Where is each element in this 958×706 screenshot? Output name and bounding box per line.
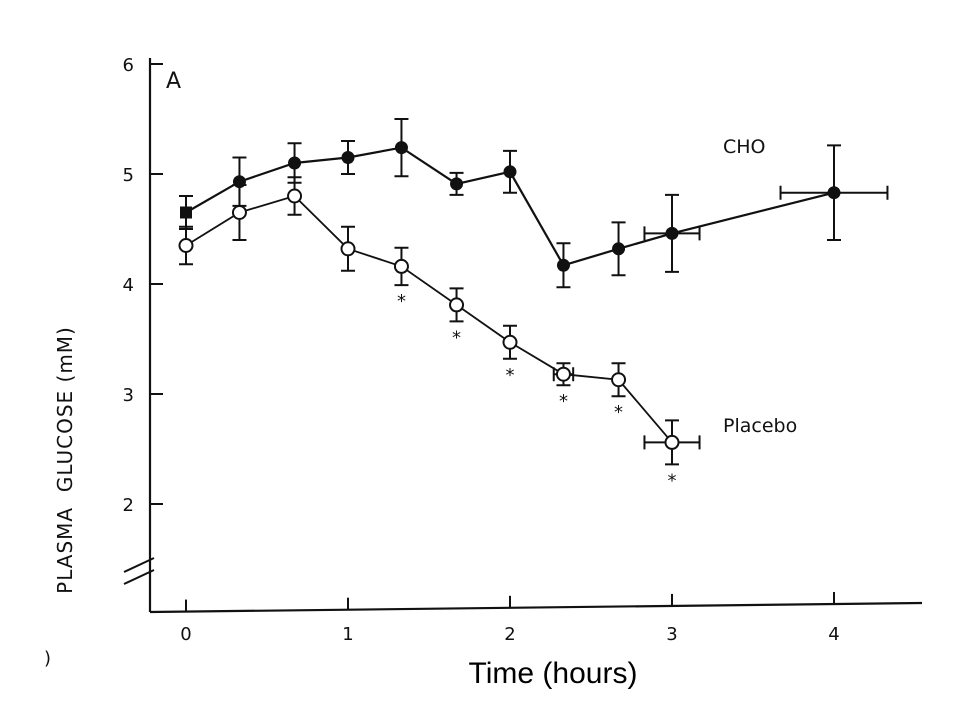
series-layer: * * * * * * bbox=[178, 118, 889, 491]
y-tick-label-6: 6 bbox=[123, 55, 134, 76]
series-cho bbox=[179, 118, 889, 289]
y-axis-title: PLASMA GLUCOSE (mM) bbox=[53, 326, 77, 594]
y-tick-label-2: 2 bbox=[123, 495, 134, 516]
x-tick-label-2: 2 bbox=[504, 624, 515, 645]
data-point-placebo bbox=[340, 241, 356, 257]
data-point-placebo bbox=[178, 238, 194, 253]
significance-star: * bbox=[397, 291, 406, 312]
x-tick-label-1: 1 bbox=[342, 624, 353, 645]
data-point-placebo bbox=[287, 188, 303, 204]
series-label-cho: CHO bbox=[723, 136, 766, 158]
data-point-placebo bbox=[231, 205, 247, 220]
panel-label: A bbox=[166, 69, 181, 94]
x-ticks: 0 1 2 3 4 bbox=[180, 592, 840, 645]
data-point-placebo bbox=[393, 258, 409, 274]
data-point-placebo bbox=[611, 372, 627, 388]
significance-star: * bbox=[452, 327, 461, 348]
y-tick-label-4: 4 bbox=[123, 275, 134, 296]
significance-star: * bbox=[559, 391, 568, 412]
left-edge-mark: ) bbox=[44, 648, 51, 669]
y-tick-label-5: 5 bbox=[123, 165, 134, 186]
data-point-cho bbox=[341, 151, 355, 164]
y-ticks: 2 3 4 5 6 bbox=[123, 55, 163, 516]
data-point-cho bbox=[612, 242, 626, 256]
x-tick-label-3: 3 bbox=[666, 624, 677, 645]
x-axis bbox=[149, 601, 923, 614]
significance-star: * bbox=[614, 402, 623, 423]
data-point-cho bbox=[450, 177, 464, 191]
data-point-cho bbox=[827, 186, 841, 200]
data-point-cho bbox=[180, 206, 192, 219]
x-tick-label-0: 0 bbox=[180, 624, 191, 645]
data-point-cho bbox=[288, 156, 302, 170]
data-point-placebo bbox=[449, 297, 465, 313]
data-point-placebo bbox=[555, 366, 571, 382]
data-point-placebo bbox=[664, 434, 680, 450]
y-tick-label-3: 3 bbox=[123, 385, 134, 406]
x-tick-label-4: 4 bbox=[828, 624, 839, 645]
series-label-placebo: Placebo bbox=[723, 415, 797, 437]
data-point-cho bbox=[394, 141, 408, 155]
x-axis-title: Time (hours) bbox=[469, 657, 638, 690]
data-point-cho bbox=[556, 258, 570, 272]
data-point-cho bbox=[665, 226, 679, 240]
significance-star: * bbox=[668, 470, 677, 491]
series-line-placebo bbox=[185, 194, 673, 443]
series-placebo: * * * * * * bbox=[178, 176, 701, 491]
significance-star: * bbox=[506, 365, 515, 386]
y-axis-break bbox=[123, 557, 155, 585]
data-point-cho bbox=[503, 165, 517, 179]
data-point-placebo bbox=[502, 334, 518, 350]
